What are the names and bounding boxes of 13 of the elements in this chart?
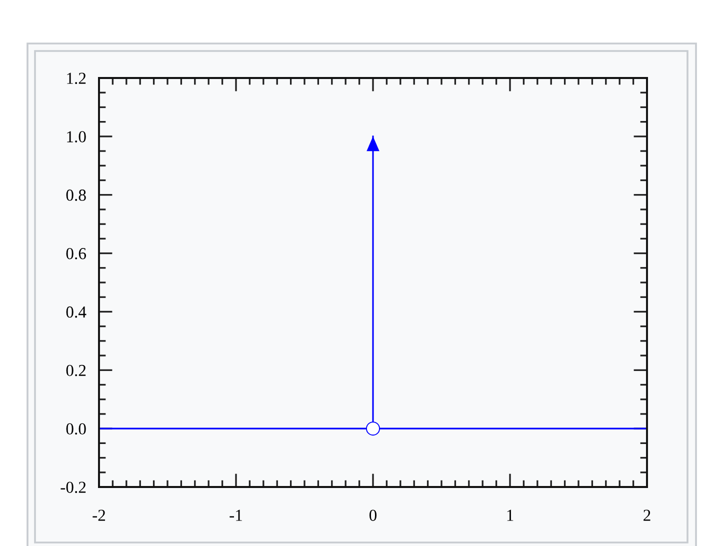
x-tick-label: -1: [230, 510, 242, 521]
y-tick-label: 0.4: [66, 306, 86, 318]
x-tick-label: 0: [369, 510, 377, 521]
x-tick-label: 2: [644, 510, 650, 521]
y-tick-label: -0.2: [60, 482, 86, 494]
y-tick-label: 0.8: [66, 190, 86, 201]
y-tick-label: 1.0: [67, 131, 86, 142]
x-tick-label: 1: [507, 510, 514, 521]
y-tick-label: 0.0: [66, 423, 86, 435]
y-tick-label: 1.2: [67, 72, 86, 84]
x-tick-label: -2: [92, 510, 106, 521]
y-tick-label: 0.6: [66, 248, 86, 260]
y-tick-label: 0.2: [66, 364, 86, 376]
